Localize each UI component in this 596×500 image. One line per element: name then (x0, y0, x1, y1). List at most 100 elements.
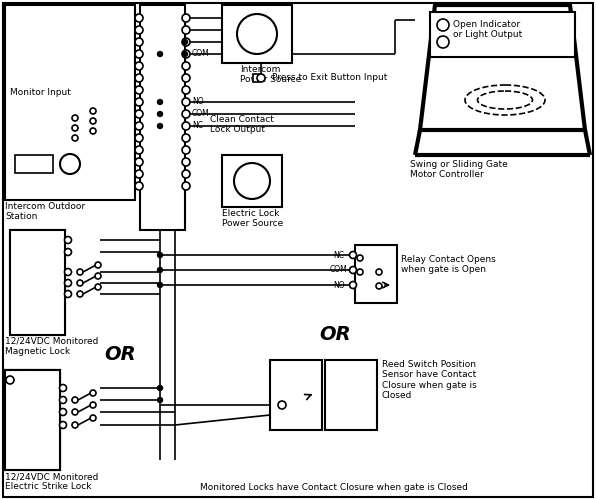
Bar (5, 370, 25, 430)
Circle shape (237, 14, 277, 54)
Text: Intercom
Power Source: Intercom Power Source (240, 65, 301, 84)
Circle shape (90, 128, 96, 134)
Circle shape (182, 52, 188, 57)
Circle shape (157, 252, 163, 258)
Circle shape (182, 182, 190, 190)
Text: NO: NO (333, 280, 344, 289)
Bar (325, 360, 377, 430)
Circle shape (157, 398, 163, 402)
Text: Press to Exit Button Input: Press to Exit Button Input (272, 74, 387, 82)
Circle shape (60, 154, 80, 174)
Bar (140, 5, 185, 230)
Bar (15, 155, 53, 173)
Polygon shape (420, 5, 585, 130)
Text: 12/24VDC Monitored
Electric Strike Lock: 12/24VDC Monitored Electric Strike Lock (5, 472, 98, 492)
Text: ~: ~ (243, 158, 261, 178)
Circle shape (135, 74, 143, 82)
Circle shape (95, 284, 101, 290)
Circle shape (135, 182, 143, 190)
Text: Monitor Input: Monitor Input (10, 88, 71, 97)
Circle shape (437, 19, 449, 31)
Circle shape (90, 390, 96, 396)
Circle shape (135, 14, 143, 22)
Circle shape (90, 118, 96, 124)
Circle shape (357, 269, 363, 275)
Circle shape (95, 273, 101, 279)
Circle shape (182, 158, 190, 166)
Circle shape (157, 100, 163, 104)
Bar (10, 230, 65, 335)
Circle shape (135, 158, 143, 166)
Circle shape (90, 415, 96, 421)
Circle shape (157, 386, 163, 390)
Bar (26, 370, 60, 470)
Bar (355, 245, 397, 303)
Circle shape (157, 268, 163, 272)
Circle shape (72, 125, 78, 131)
Circle shape (349, 266, 356, 274)
Text: Open Indicator
or Light Output: Open Indicator or Light Output (453, 20, 522, 40)
Circle shape (77, 280, 83, 286)
Circle shape (6, 376, 14, 384)
Circle shape (135, 38, 143, 46)
Circle shape (64, 248, 72, 256)
Circle shape (234, 163, 270, 199)
Circle shape (157, 52, 163, 57)
Circle shape (182, 14, 190, 22)
Circle shape (182, 98, 190, 106)
Circle shape (182, 170, 190, 178)
Bar (253, 74, 259, 82)
Bar (5, 370, 60, 470)
Bar (430, 12, 575, 57)
Polygon shape (420, 5, 585, 130)
Bar (26, 230, 36, 335)
Text: Intercom Outdoor
Station: Intercom Outdoor Station (5, 202, 85, 222)
Circle shape (135, 134, 143, 142)
Circle shape (95, 262, 101, 268)
Circle shape (72, 409, 78, 415)
Text: Reed Switch Position
Sensor have Contact
Closure when gate is
Closed: Reed Switch Position Sensor have Contact… (382, 360, 477, 400)
Circle shape (135, 122, 143, 130)
Circle shape (182, 50, 190, 58)
Text: NO: NO (192, 96, 204, 106)
Text: 12/24VDC Monitored
Magnetic Lock: 12/24VDC Monitored Magnetic Lock (5, 337, 98, 356)
Circle shape (182, 110, 190, 118)
Circle shape (376, 283, 382, 289)
Circle shape (72, 135, 78, 141)
Text: OR: OR (104, 346, 136, 364)
Circle shape (157, 112, 163, 116)
Text: COM: COM (192, 108, 210, 118)
Circle shape (77, 291, 83, 297)
Circle shape (135, 146, 143, 154)
Circle shape (72, 422, 78, 428)
Bar (222, 155, 282, 207)
Text: COM: COM (192, 48, 210, 58)
Circle shape (60, 408, 67, 416)
Circle shape (77, 269, 83, 275)
Text: Monitored Locks have Contact Closure when gate is Closed: Monitored Locks have Contact Closure whe… (200, 484, 468, 492)
Circle shape (182, 38, 190, 46)
Text: Relay Contact Opens
when gate is Open: Relay Contact Opens when gate is Open (401, 255, 496, 274)
Text: COM: COM (330, 266, 347, 274)
Circle shape (182, 26, 190, 34)
Text: Swing or Sliding Gate
Motor Controller: Swing or Sliding Gate Motor Controller (410, 160, 508, 180)
Circle shape (135, 170, 143, 178)
Circle shape (90, 402, 96, 408)
Bar (38, 230, 48, 335)
Text: NC: NC (192, 120, 203, 130)
Text: OR: OR (319, 326, 351, 344)
Circle shape (349, 282, 356, 288)
Circle shape (376, 269, 382, 275)
Bar (5, 370, 60, 470)
Circle shape (157, 282, 163, 288)
Bar (270, 360, 322, 430)
Circle shape (135, 98, 143, 106)
Text: Electric Lock
Power Source: Electric Lock Power Source (222, 209, 283, 229)
Circle shape (135, 50, 143, 58)
Circle shape (182, 62, 190, 70)
Circle shape (60, 396, 67, 404)
Circle shape (64, 290, 72, 298)
Circle shape (357, 255, 363, 261)
Circle shape (72, 397, 78, 403)
Text: Clean Contact
Lock Output: Clean Contact Lock Output (210, 115, 274, 134)
